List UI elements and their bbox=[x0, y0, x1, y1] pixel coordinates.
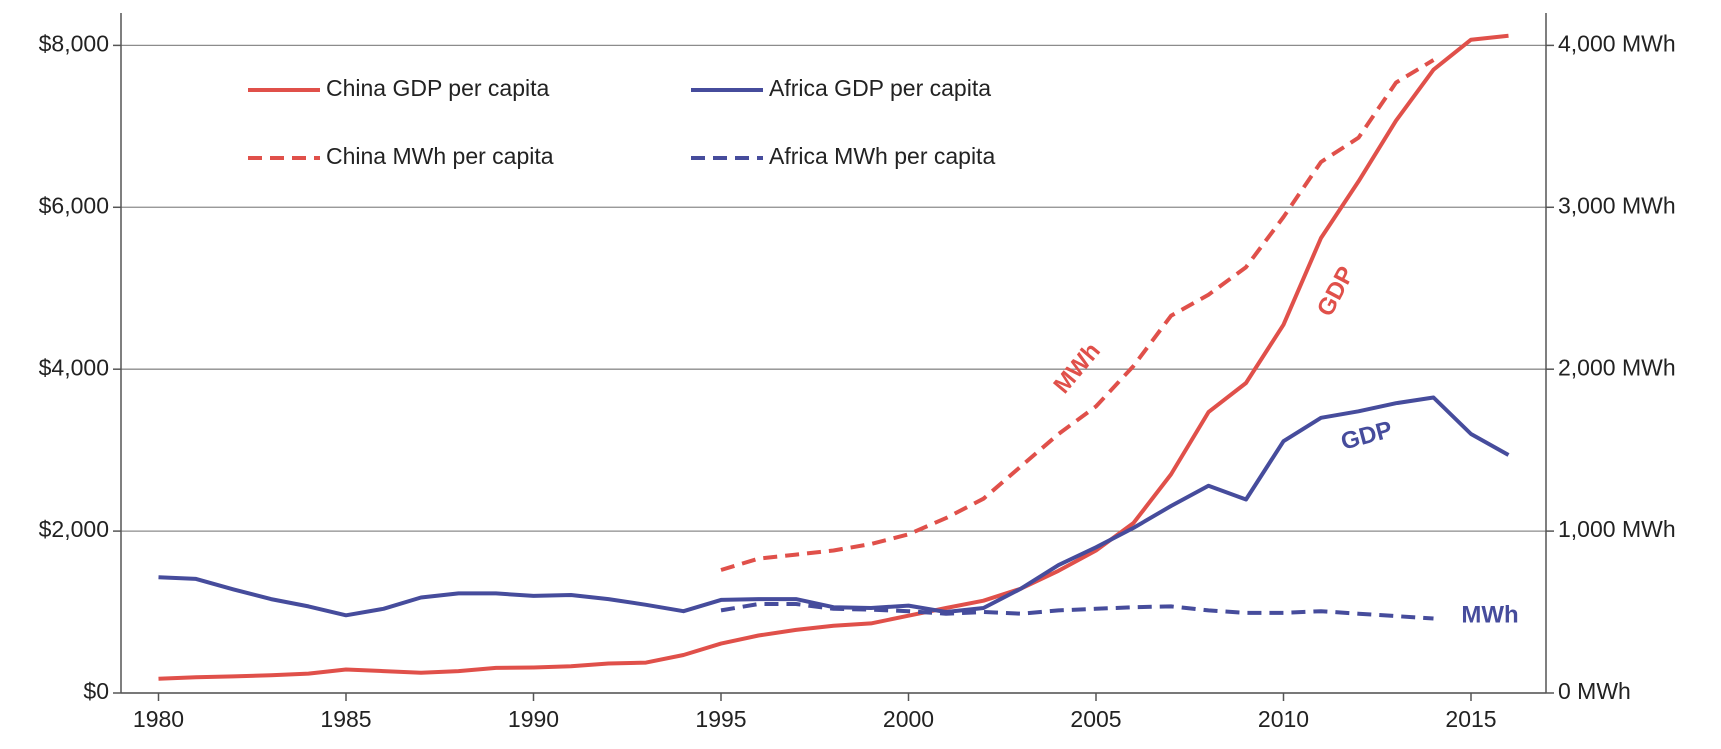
x-tick-label: 2005 bbox=[1070, 706, 1121, 732]
series-line bbox=[720, 58, 1435, 572]
y-tick-label: $2,000 bbox=[39, 516, 109, 542]
x-tick-label: 2010 bbox=[1258, 706, 1309, 732]
y-tick-label: $4,000 bbox=[39, 354, 109, 380]
y-tick-label: $0 bbox=[83, 678, 109, 704]
series-line bbox=[158, 33, 1509, 681]
annotation: MWh bbox=[1048, 338, 1106, 399]
x-tick-label: 1990 bbox=[508, 706, 559, 732]
y2-tick-label: 4,000 MWh bbox=[1558, 30, 1676, 56]
y-tick-label: $6,000 bbox=[39, 192, 109, 218]
y-tick-label: $8,000 bbox=[39, 30, 109, 56]
legend-label: Africa MWh per capita bbox=[769, 143, 995, 169]
x-tick-label: 1995 bbox=[695, 706, 746, 732]
y2-tick-label: 0 MWh bbox=[1558, 678, 1631, 704]
x-tick-label: 1980 bbox=[133, 706, 184, 732]
annotation: MWh bbox=[1461, 601, 1518, 628]
series-line bbox=[720, 602, 1434, 621]
annotation: GDP bbox=[1312, 262, 1360, 321]
series-line bbox=[158, 395, 1510, 618]
y2-tick-label: 3,000 MWh bbox=[1558, 192, 1676, 218]
y2-tick-label: 1,000 MWh bbox=[1558, 516, 1676, 542]
annotation: GDP bbox=[1338, 416, 1395, 456]
x-tick-label: 2000 bbox=[883, 706, 934, 732]
legend-label: China GDP per capita bbox=[326, 75, 550, 101]
legend-label: Africa GDP per capita bbox=[769, 75, 991, 101]
legend-label: China MWh per capita bbox=[326, 143, 554, 169]
x-tick-label: 1985 bbox=[320, 706, 371, 732]
x-tick-label: 2015 bbox=[1445, 706, 1496, 732]
y2-tick-label: 2,000 MWh bbox=[1558, 354, 1676, 380]
